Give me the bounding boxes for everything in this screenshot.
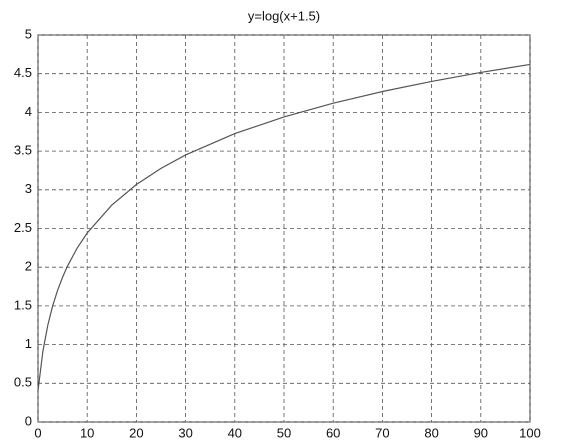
y-tick-label: 2: [25, 259, 32, 274]
y-tick-label: 0.5: [14, 375, 32, 390]
x-tick-label: 40: [228, 425, 242, 440]
y-tick-label: 3.5: [14, 143, 32, 158]
x-tick-label: 0: [34, 425, 41, 440]
y-tick-label: 3: [25, 181, 32, 196]
y-tick-label: 5: [25, 26, 32, 41]
x-tick-label: 60: [326, 425, 340, 440]
x-tick-label: 30: [178, 425, 192, 440]
x-tick-label: 80: [424, 425, 438, 440]
chart-title: y=log(x+1.5): [248, 8, 320, 23]
data-line: [37, 63, 531, 391]
x-tick-label: 20: [129, 425, 143, 440]
y-tick-label: 4: [25, 104, 32, 119]
x-tick-label: 70: [375, 425, 389, 440]
y-tick-label: 2.5: [14, 220, 32, 235]
x-tick-label: 50: [277, 425, 291, 440]
y-tick-label: 1: [25, 336, 32, 351]
x-tick-label: 100: [519, 425, 541, 440]
x-tick-label: 90: [474, 425, 488, 440]
x-tick-label: 10: [80, 425, 94, 440]
y-tick-label: 0: [25, 413, 32, 428]
y-tick-label: 1.5: [14, 297, 32, 312]
y-tick-label: 4.5: [14, 65, 32, 80]
